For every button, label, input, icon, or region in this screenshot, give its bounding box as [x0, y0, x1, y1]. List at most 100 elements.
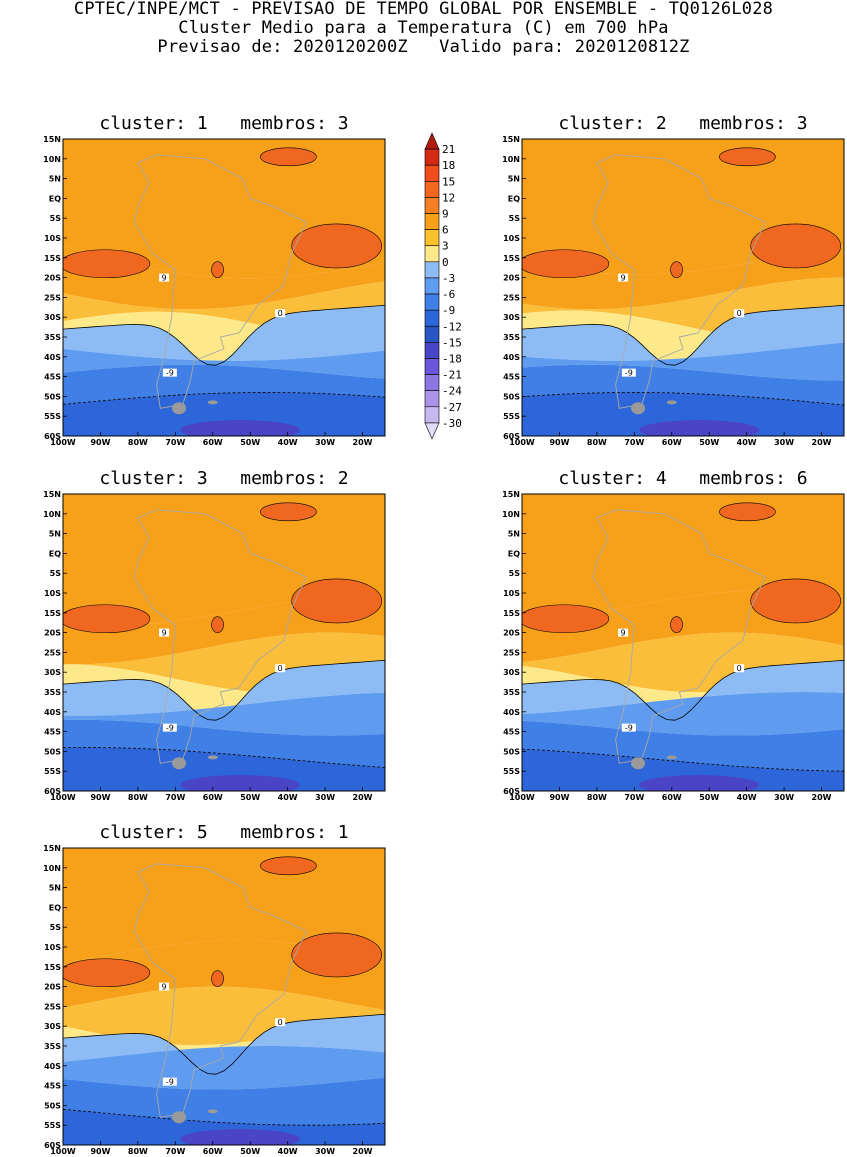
lon-tick-label: 80W [587, 438, 607, 447]
colorbar-swatch [424, 309, 440, 327]
lon-tick-label: 90W [549, 438, 569, 447]
lon-tick-label: 60W [203, 793, 223, 802]
lat-tick-label: 25S [503, 648, 520, 657]
lon-tick-label: 70W [624, 438, 644, 447]
lat-tick-label: 35S [503, 333, 520, 342]
contour-label: 9 [621, 274, 626, 283]
lon-tick-label: 60W [203, 1147, 223, 1156]
lon-tick-label: 30W [315, 1147, 335, 1156]
lat-tick-label: 60S [44, 1141, 61, 1150]
lon-tick-label: 40W [737, 438, 757, 447]
contour-label: 0 [737, 664, 742, 673]
colorbar-label: -3 [442, 272, 455, 285]
lat-tick-label: 15S [44, 609, 61, 618]
lon-tick-label: 90W [549, 793, 569, 802]
map-panel-3: 9 0 -9 15N 10N 5N EQ 5S 10S 15S 20S 25S 30S 35S 40S 45S… [43, 490, 386, 802]
colorbar-swatch [424, 277, 440, 295]
panel-title-3: cluster: 3 membros: 2 [99, 468, 349, 489]
lat-tick-label: 20S [44, 274, 61, 283]
contour-label: 0 [278, 1018, 283, 1027]
map-frame [521, 493, 845, 792]
lat-tick-label: 60S [503, 432, 520, 441]
lat-tick-label: 5S [50, 923, 62, 932]
map-panel-4: 9 0 -9 15N 10N 5N EQ 5S 10S 15S 20S 25S 30S 35S 40S 45S… [502, 490, 845, 802]
map-panel-1: 9 0 -9 15N 10N 5N EQ 5S 10S 15S 20S 25S 30S 35S 40S 45S… [43, 135, 386, 447]
lat-tick-label: 60S [44, 787, 61, 796]
lon-tick-label: 30W [315, 438, 335, 447]
lat-tick-label: 25S [44, 648, 61, 657]
header-subtitle: Cluster Medio para a Temperatura (C) em … [178, 18, 669, 38]
lat-tick-label: 55S [44, 767, 61, 776]
colorbar-label: -18 [442, 352, 462, 365]
colorbar-swatch [424, 293, 440, 311]
lat-tick-label: 5S [509, 569, 521, 578]
contour-label: 9 [162, 983, 167, 992]
lat-tick-label: 40S [503, 708, 520, 717]
lon-tick-label: 80W [587, 793, 607, 802]
lat-tick-label: 10S [44, 234, 61, 243]
lon-tick-label: 40W [278, 793, 298, 802]
colorbar: 21 18 15 12 9 6 3 0 -3 -6 -9 -12 -15 -18 -21 -24 -27 -30 [424, 132, 462, 440]
lat-tick-label: 10S [503, 234, 520, 243]
lat-tick-label: 20S [503, 629, 520, 638]
coastline [133, 509, 307, 764]
lat-tick-label: 20S [44, 983, 61, 992]
map-frame [62, 493, 386, 792]
map-panel-2: 9 0 -9 15N 10N 5N EQ 5S 10S 15S 20S 25S 30S 35S 40S 45S… [502, 135, 845, 447]
lon-tick-label: 90W [90, 438, 110, 447]
colorbar-label: -6 [442, 288, 455, 301]
lat-tick-label: 60S [503, 787, 520, 796]
lon-tick-label: 40W [278, 438, 298, 447]
page-header: CPTEC/INPE/MCT - PREVISAO DE TEMPO GLOBA… [0, 0, 847, 57]
lat-tick-label: EQ [49, 549, 61, 558]
lat-tick-label: 50S [44, 747, 61, 756]
colorbar-swatch [424, 358, 440, 375]
colorbar-label: -27 [442, 401, 462, 414]
panel-title-2: cluster: 2 membros: 3 [558, 113, 808, 134]
contour-label: 9 [162, 629, 167, 638]
lat-tick-label: 15N [502, 490, 520, 499]
contour-label: -9 [625, 369, 633, 378]
colorbar-swatch [424, 261, 440, 279]
lat-tick-label: 15N [43, 844, 61, 853]
lon-tick-label: 20W [812, 438, 832, 447]
lon-tick-label: 100W [509, 438, 535, 447]
map-panel-5: 9 0 -9 15N 10N 5N EQ 5S 10S 15S 20S 25S 30S 35S 40S 45S… [43, 844, 386, 1156]
lon-tick-label: 80W [128, 793, 148, 802]
lat-tick-label: 5S [509, 214, 521, 223]
lat-tick-label: 15N [43, 135, 61, 144]
lat-tick-label: EQ [49, 903, 61, 912]
contour-label: -9 [166, 724, 174, 733]
lat-tick-label: 5S [50, 569, 62, 578]
lat-tick-label: 15N [43, 490, 61, 499]
lon-tick-label: 20W [353, 1147, 373, 1156]
colorbar-label: 6 [442, 224, 449, 237]
lat-tick-label: 35S [44, 688, 61, 697]
contour-label: -9 [166, 369, 174, 378]
colorbar-label: -24 [442, 385, 462, 398]
lon-tick-label: 80W [128, 438, 148, 447]
coastline [133, 863, 307, 1118]
colorbar-label: 9 [442, 208, 449, 221]
lat-tick-label: 55S [44, 1121, 61, 1130]
lat-tick-label: 10S [44, 943, 61, 952]
lat-tick-label: 10S [503, 589, 520, 598]
lat-tick-label: 30S [44, 313, 61, 322]
panel-title-4: cluster: 4 membros: 6 [558, 468, 808, 489]
lon-tick-label: 50W [699, 793, 719, 802]
contour-label: 9 [162, 274, 167, 283]
lon-tick-label: 90W [90, 793, 110, 802]
lat-tick-label: 35S [503, 688, 520, 697]
lon-tick-label: 50W [240, 438, 260, 447]
lat-tick-label: 45S [44, 373, 61, 382]
lon-tick-label: 40W [737, 793, 757, 802]
colorbar-label: -15 [442, 336, 462, 349]
lat-tick-label: 50S [44, 392, 61, 401]
colorbar-swatch [424, 197, 440, 214]
colorbar-swatch [424, 148, 440, 166]
lat-tick-label: 50S [503, 747, 520, 756]
lat-tick-label: 45S [44, 1082, 61, 1091]
lat-tick-label: 5N [49, 530, 61, 539]
lon-tick-label: 80W [128, 1147, 148, 1156]
lon-tick-label: 50W [240, 1147, 260, 1156]
